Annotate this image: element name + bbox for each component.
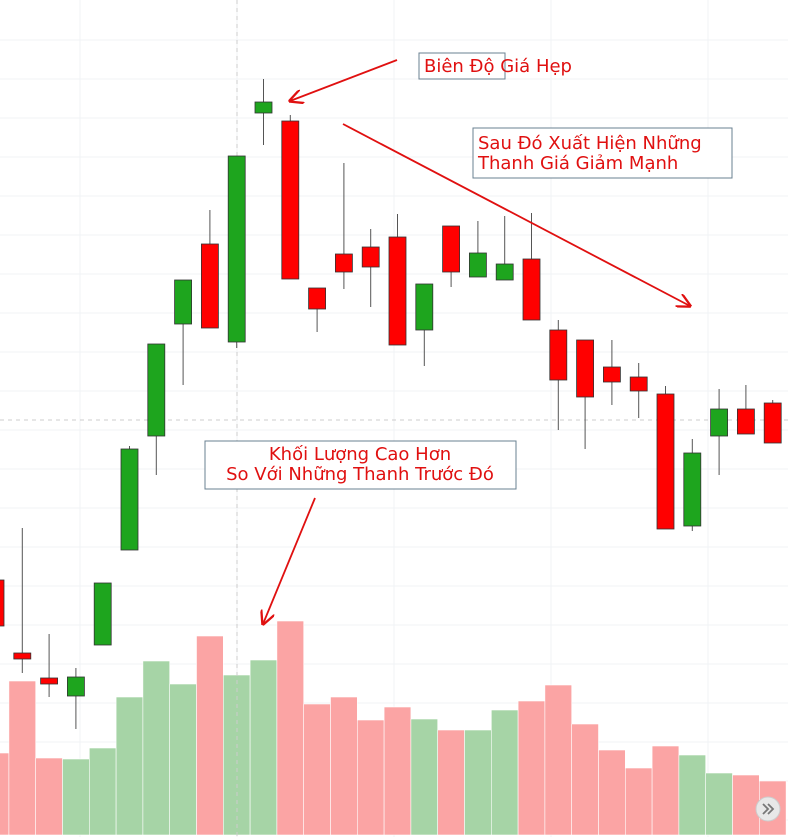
candle-body [763, 402, 782, 444]
candle-body [656, 393, 675, 530]
candle-body [200, 243, 219, 329]
volume-bar [517, 700, 546, 836]
candle-body [629, 376, 648, 392]
candle-body [361, 246, 380, 268]
candle-layer [0, 79, 782, 729]
volume-bar [303, 703, 331, 836]
volume-bar [383, 706, 412, 836]
candle-body [334, 253, 353, 273]
annotation-box [418, 52, 506, 80]
arrow [342, 123, 690, 306]
annotation: Sau Đó Xuất Hiện Những Thanh Giá Giảm Mạ… [472, 127, 733, 179]
volume-bar [196, 635, 224, 836]
volume-bar [8, 680, 36, 836]
annotation-text: Sau Đó Xuất Hiện Những [478, 133, 702, 154]
annotation-text: Biên Độ Giá Hẹp [424, 56, 572, 77]
volume-bar [330, 696, 358, 836]
candle-body [683, 452, 702, 527]
annotation: Khối Lượng Cao Hơn So Với Những Thanh Tr… [204, 440, 517, 490]
volume-bar [464, 729, 492, 836]
candle-body [442, 225, 461, 273]
scroll-button-icon[interactable] [762, 803, 775, 815]
volume-bar [169, 683, 197, 836]
candle-body [468, 252, 487, 278]
candle-body [93, 582, 112, 646]
candle-body [710, 408, 728, 437]
volume-bar [437, 729, 465, 836]
candle-body [308, 287, 327, 310]
scroll-button[interactable] [755, 796, 781, 822]
candle-body [549, 329, 568, 381]
candle-body [737, 408, 755, 435]
annotation-text: Khối Lượng Cao Hơn [269, 444, 451, 465]
candle-body [67, 676, 85, 697]
candle-body [0, 579, 5, 627]
volume-bar [732, 774, 760, 836]
volume-bar [89, 747, 117, 836]
candle-body [522, 258, 541, 321]
candle-body [388, 236, 407, 346]
volume-bar [35, 757, 63, 836]
candle-body [13, 652, 32, 660]
volume-bar [705, 772, 733, 836]
volume-bar [115, 696, 144, 836]
volume-bar [651, 745, 680, 836]
arrow [290, 59, 398, 101]
candle-body [254, 101, 273, 114]
volume-bar [410, 718, 438, 836]
annotation: Biên Độ Giá Hẹp [418, 52, 572, 80]
volume-bar [544, 684, 573, 836]
volume-bar [62, 758, 90, 836]
volume-bar [571, 723, 599, 836]
volume-bar [678, 754, 707, 836]
volume-bar [276, 620, 304, 836]
candle-body [415, 283, 434, 331]
candle-body [174, 279, 193, 325]
annotation-text: Thanh Giá Giảm Mạnh [477, 153, 678, 174]
candle-body [603, 366, 621, 383]
volume-bar [490, 709, 519, 836]
candle-body [281, 120, 300, 280]
candle-body [40, 677, 58, 685]
volume-bar [0, 752, 10, 836]
annotation-box [204, 440, 517, 490]
annotation-text: So Với Những Thanh Trước Đó [226, 464, 494, 485]
volume-bar [356, 719, 385, 836]
candle-body [120, 448, 139, 551]
volume-bar [142, 660, 170, 836]
volume-layer [0, 620, 787, 836]
arrow [263, 497, 316, 624]
candle-body [147, 343, 166, 437]
candle-body [576, 339, 594, 398]
candle-body [495, 263, 514, 281]
volume-bar [624, 767, 653, 836]
candle-body [227, 155, 246, 343]
annotation-box [472, 127, 733, 179]
volume-bar [598, 749, 626, 836]
volume-bar [249, 659, 278, 836]
